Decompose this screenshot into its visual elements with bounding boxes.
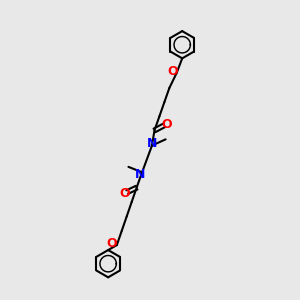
Text: N: N [147,136,158,150]
Text: O: O [167,65,178,78]
Text: O: O [106,237,117,250]
Text: N: N [134,168,145,181]
Text: O: O [119,187,130,200]
Text: O: O [161,118,172,131]
